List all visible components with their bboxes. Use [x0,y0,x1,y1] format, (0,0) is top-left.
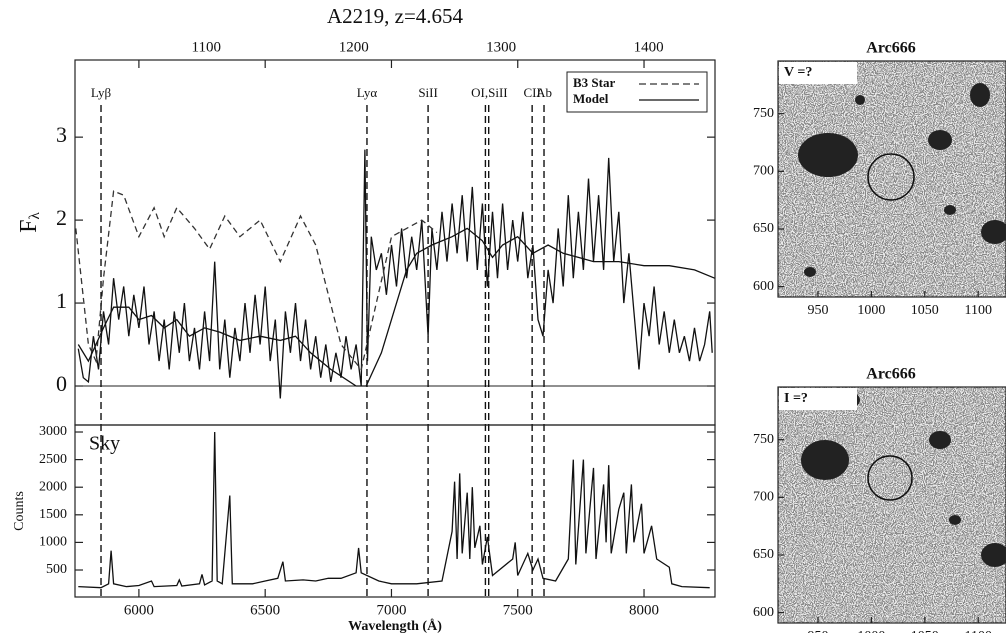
plot-frame [74,424,716,598]
y-tick-label: 1 [56,288,67,313]
y-axis-label: Counts [12,491,27,531]
x2-tick-label: 1200 [339,39,369,55]
plot-area [78,431,710,589]
x-tick-label: 1000 [857,303,885,318]
y-tick-label: 600 [753,279,774,294]
image-i [778,387,1006,623]
y-tick-label: 500 [46,562,67,577]
y-axis-label-main: F [16,219,42,232]
line-label: SiII [418,85,438,100]
y-tick-label: 650 [753,221,774,236]
y-tick-label: 3000 [39,424,67,439]
legend-box [566,71,708,113]
y-tick-label: 2 [56,205,67,230]
x-tick-label: 1050 [911,303,939,318]
line-label: Lyα [357,85,378,100]
line-label: Ab [536,85,552,100]
x-tick-label: 6000 [124,602,154,618]
y-axis-label-sub: λ [27,211,43,219]
series-line [75,190,438,371]
y-tick-label: 1500 [39,507,67,522]
x2-tick-label: 1400 [634,39,664,55]
y-tick-label: 700 [753,490,774,505]
x-tick-label: 950 [807,303,828,318]
image-title: Arc666 [866,40,915,57]
y-tick-label: 2500 [39,452,67,467]
y-tick-label: 3 [56,122,67,147]
y-tick-label: 0 [56,371,67,396]
series-line [77,227,715,387]
band-label-box [779,62,857,84]
y-tick-label: 600 [753,605,774,620]
x-tick-label: 7500 [503,602,533,618]
image-v [778,61,1006,297]
band-label: I =? [784,391,808,406]
y-tick-label: 1000 [39,535,67,550]
y-tick-label: 700 [753,164,774,179]
line-label: CII [523,85,540,100]
panel-label: Sky [89,433,120,455]
line-label: OI,SiII [471,85,507,100]
series-line [78,431,710,589]
image-frame [777,386,1006,624]
y-tick-label: 750 [753,432,774,447]
x2-tick-label: 1100 [192,39,221,55]
x2-tick-label: 1300 [486,39,516,55]
x-tick-label: 1050 [911,629,939,633]
legend-label: Model [573,91,609,106]
x-axis-label: Wavelength (Å) [348,618,442,633]
image-title: Arc666 [866,366,915,383]
y-axis-label: Fλ [16,211,44,232]
legend-label: B3 Star [573,75,615,90]
line-label: Lyβ [91,85,112,100]
image-frame [777,60,1006,298]
y-tick-label: 750 [753,106,774,121]
y-tick-label: 650 [753,547,774,562]
x-tick-label: 8000 [629,602,659,618]
x-tick-label: 1000 [857,629,885,633]
series-line [77,149,713,399]
y-tick-label: 2000 [39,479,67,494]
plot-area [75,149,715,399]
x-tick-label: 1100 [964,303,991,318]
x-tick-label: 1100 [964,629,991,633]
band-label-box [779,388,857,410]
plot-frame [74,59,716,426]
band-label: V =? [784,65,812,80]
x-tick-label: 950 [807,629,828,633]
x-tick-label: 6500 [250,602,280,618]
chart-title: A2219, z=4.654 [327,4,464,28]
x-tick-label: 7000 [376,602,406,618]
